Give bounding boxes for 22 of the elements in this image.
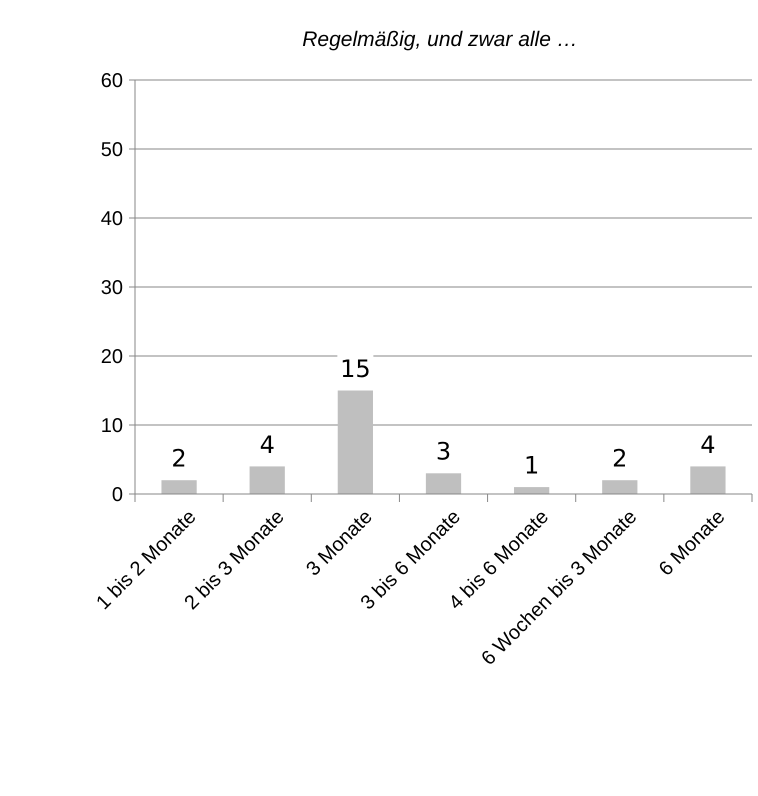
data-label: 1 — [524, 452, 540, 480]
data-label: 2 — [171, 444, 187, 473]
y-tick-label: 20 — [100, 346, 123, 368]
bar — [690, 466, 726, 494]
y-tick-label: 30 — [100, 277, 123, 299]
bar — [426, 473, 462, 494]
bar — [161, 480, 197, 494]
data-label: 4 — [260, 430, 275, 459]
data-label: 2 — [612, 444, 628, 473]
y-tick-label: 50 — [100, 139, 123, 161]
y-tick-label: 60 — [100, 70, 123, 92]
y-tick-label: 10 — [100, 415, 123, 437]
data-label: 3 — [436, 438, 452, 466]
data-label: 4 — [700, 430, 716, 459]
chart-title: Regelmäßig, und zwar alle … — [302, 28, 578, 51]
bar — [602, 480, 638, 494]
y-tick-label: 0 — [112, 484, 123, 506]
data-label: 15 — [340, 354, 371, 383]
bar — [514, 487, 550, 494]
y-tick-label: 40 — [100, 208, 123, 230]
bar — [338, 390, 373, 494]
bar — [250, 466, 285, 494]
